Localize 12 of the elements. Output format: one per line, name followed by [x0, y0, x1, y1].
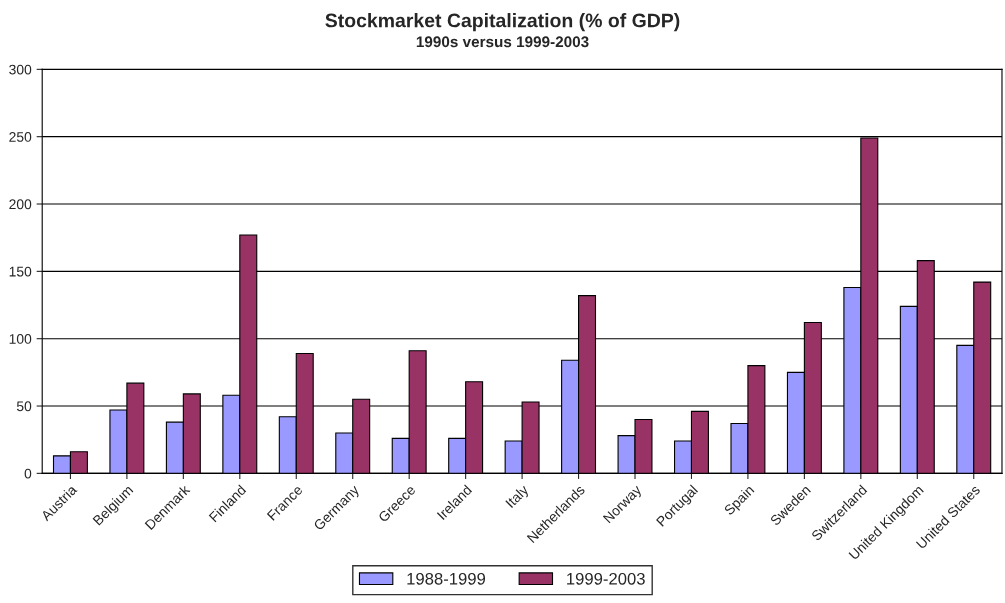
y-tick-label: 100: [9, 334, 32, 344]
chart-subtitle: 1990s versus 1999-2003: [416, 36, 589, 48]
y-tick-label: 300: [9, 64, 32, 75]
chart-title: Stockmarket Capitalization (% of GDP): [325, 13, 680, 32]
y-tick-label: 0: [24, 468, 32, 479]
y-tick-label: 150: [9, 266, 32, 277]
y-tick-label: 200: [9, 199, 32, 210]
legend-label: 1999-2003: [567, 572, 645, 585]
y-tick-label: 50: [16, 401, 32, 412]
legend-label: 1988-1999: [407, 572, 486, 585]
x-tick-label: Italy: [504, 483, 532, 511]
y-tick-label: 250: [9, 132, 32, 142]
